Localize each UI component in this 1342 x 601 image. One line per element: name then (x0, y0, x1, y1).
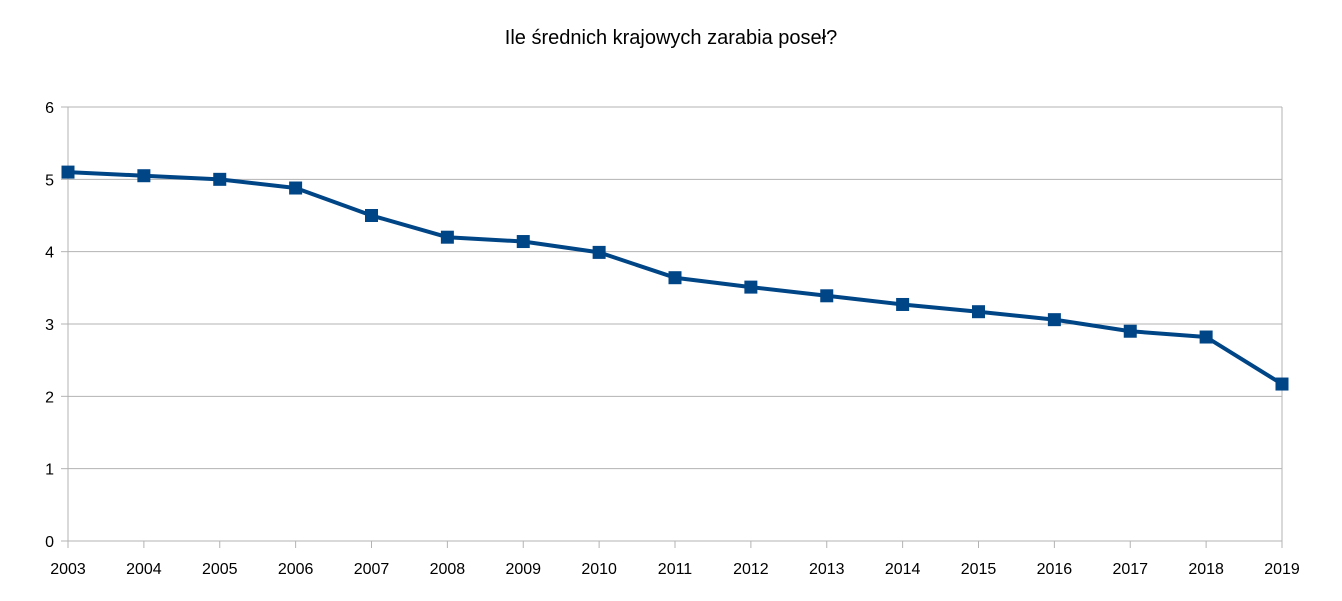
x-tick-label-2007: 2007 (354, 561, 390, 578)
x-tick-label-2012: 2012 (733, 561, 769, 578)
data-point-2017 (1123, 324, 1137, 338)
x-tick-label-2015: 2015 (961, 561, 997, 578)
data-point-2005 (213, 172, 227, 186)
y-tick-label-1: 1 (45, 462, 54, 479)
y-tick-label-2: 2 (45, 389, 54, 406)
data-point-2015 (972, 305, 985, 319)
y-tick-labels: 0 1 2 3 4 5 6 (45, 100, 54, 551)
y-tick-label-6: 6 (45, 100, 54, 117)
x-tick-label-2014: 2014 (885, 561, 921, 578)
data-point-2009 (516, 235, 530, 249)
x-tick-label-2006: 2006 (278, 561, 314, 578)
data-point-2007 (365, 209, 378, 222)
x-tick-label-2010: 2010 (581, 561, 617, 578)
data-point-2016 (1047, 313, 1061, 327)
x-tick-label-2017: 2017 (1112, 561, 1148, 578)
data-point-2018 (1199, 330, 1213, 344)
x-tick-label-2016: 2016 (1037, 561, 1073, 578)
x-tick-label-2013: 2013 (809, 561, 845, 578)
axes (61, 106, 1283, 548)
data-point-2008 (440, 230, 454, 244)
data-point-2004 (137, 169, 151, 183)
y-tick-label-4: 4 (45, 245, 54, 262)
data-point-2012 (744, 280, 758, 294)
x-tick-label-2019: 2019 (1264, 561, 1300, 578)
x-tick-labels: 2003 2004 2005 2006 2007 2008 2009 2010 2011 2012… (50, 561, 1300, 578)
y-tick-label-0: 0 (45, 534, 54, 551)
data-point-2003 (61, 165, 75, 179)
data-point-2013 (820, 289, 834, 303)
x-tick-label-2005: 2005 (202, 561, 238, 578)
x-tick-label-2008: 2008 (430, 561, 466, 578)
data-point-2010 (592, 245, 606, 259)
data-series (61, 165, 1289, 391)
x-tick-label-2003: 2003 (50, 561, 86, 578)
data-point-2019 (1275, 377, 1289, 391)
x-tick-label-2011: 2011 (658, 561, 693, 578)
y-tick-label-3: 3 (45, 317, 54, 334)
data-point-2006 (289, 181, 303, 195)
data-point-2011 (668, 271, 682, 285)
y-tick-label-5: 5 (45, 172, 54, 189)
grid-lines (68, 106, 1282, 542)
x-tick-label-2004: 2004 (126, 561, 162, 578)
x-tick-label-2018: 2018 (1188, 561, 1224, 578)
x-tick-label-2009: 2009 (505, 561, 541, 578)
data-point-2014 (896, 297, 910, 311)
chart-title: Ile średnich krajowych zarabia poseł? (505, 27, 837, 49)
